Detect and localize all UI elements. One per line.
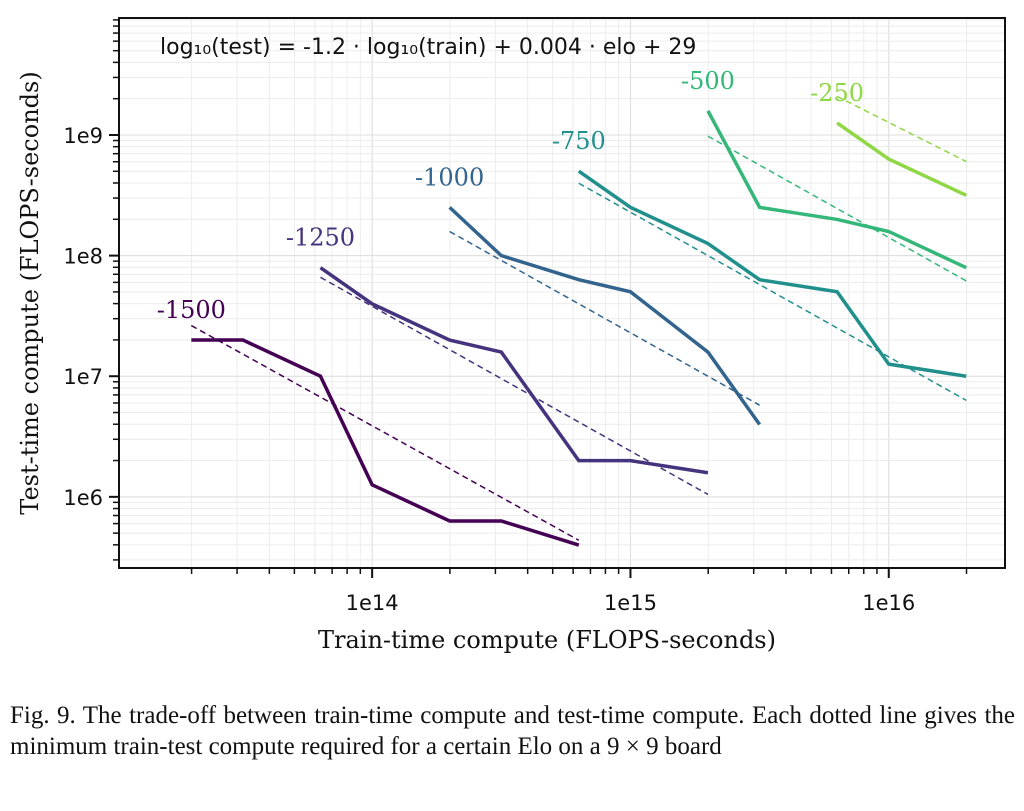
series-label: -1250 (286, 224, 355, 252)
fit-line--750 (578, 182, 967, 402)
series-label: -750 (552, 127, 606, 155)
series-line--750 (577, 169, 967, 378)
x-axis-label: Train-time compute (FLOPS-seconds) (318, 626, 776, 654)
y-tick-label: 1e8 (63, 245, 103, 269)
fit-line--500 (707, 135, 967, 282)
grid (119, 18, 1005, 568)
figure-caption: Fig. 9. The trade-off between train-time… (10, 702, 1015, 760)
series-line--1500 (191, 338, 580, 547)
y-tick-label: 1e7 (63, 365, 103, 389)
fit-line--1500 (190, 324, 580, 541)
fit-line--250 (836, 95, 967, 163)
x-tick-label: 1e15 (604, 591, 657, 615)
series-line--1250 (319, 266, 709, 475)
series-line--500 (706, 110, 967, 270)
series-label: -500 (681, 67, 735, 95)
series-label: -1000 (415, 163, 484, 191)
series-line--1000 (448, 206, 762, 426)
y-tick-label: 1e6 (63, 486, 103, 510)
y-axis-label: Test-time compute (FLOPS-seconds) (16, 71, 44, 514)
series-label: -250 (810, 79, 864, 107)
chart: -1500 -1250 -1000 -750 -500 -250 1e14 1e15 1e16… (16, 17, 1006, 654)
series-label: -1500 (157, 296, 226, 324)
plot-frame (118, 17, 1006, 569)
series-lines: -1500 -1250 -1000 -750 -500 -250 (157, 67, 967, 547)
y-tick-label: 1e9 (63, 124, 103, 148)
fit-line--1250 (320, 276, 709, 496)
x-tick-label: 1e14 (346, 591, 399, 615)
x-tick-label: 1e16 (862, 591, 915, 615)
series-line--250 (836, 121, 967, 197)
axis-ticks: 1e14 1e15 1e16 1e6 1e7 1e8 1e9 (63, 19, 968, 615)
fit-annotation: log₁₀(test) = -1.2 · log₁₀(train) + 0.00… (160, 35, 696, 60)
